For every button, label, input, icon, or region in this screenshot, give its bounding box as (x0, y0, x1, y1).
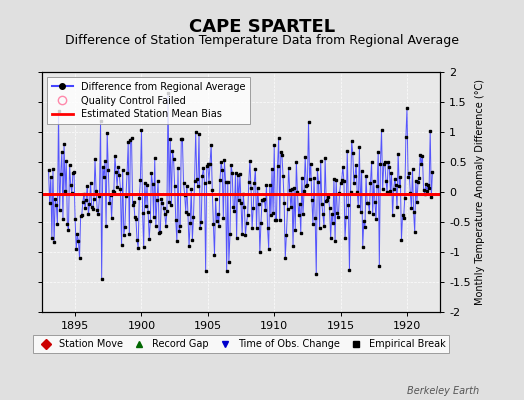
Legend: Station Move, Record Gap, Time of Obs. Change, Empirical Break: Station Move, Record Gap, Time of Obs. C… (32, 335, 450, 353)
Text: Difference of Station Temperature Data from Regional Average: Difference of Station Temperature Data f… (65, 34, 459, 47)
Legend: Difference from Regional Average, Quality Control Failed, Estimated Station Mean: Difference from Regional Average, Qualit… (47, 77, 250, 124)
Text: Berkeley Earth: Berkeley Earth (407, 386, 479, 396)
Y-axis label: Monthly Temperature Anomaly Difference (°C): Monthly Temperature Anomaly Difference (… (475, 79, 485, 305)
Text: CAPE SPARTEL: CAPE SPARTEL (189, 18, 335, 36)
